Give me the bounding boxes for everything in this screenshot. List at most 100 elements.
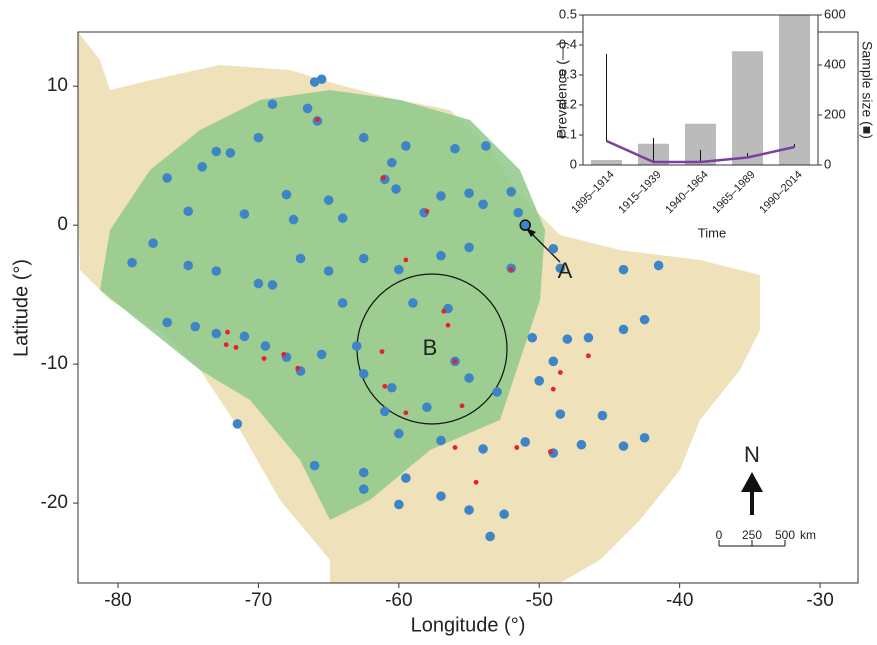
- positive-site: [403, 258, 408, 263]
- site-point: [478, 444, 488, 454]
- positive-site: [224, 342, 229, 347]
- site-point: [598, 411, 608, 421]
- scale-label: 250: [742, 528, 762, 542]
- site-point: [254, 133, 264, 143]
- positive-site: [262, 356, 267, 361]
- y-tick-label: 0.5: [559, 6, 577, 21]
- site-point: [408, 298, 418, 308]
- site-point: [577, 440, 587, 450]
- positive-site: [509, 267, 514, 272]
- positive-site: [382, 384, 387, 389]
- y2-tick-label: 0: [824, 156, 831, 171]
- site-point: [162, 318, 172, 328]
- y2-tick-label: 200: [824, 106, 846, 121]
- site-point: [556, 409, 566, 419]
- site-point: [481, 141, 491, 151]
- site-point: [338, 298, 348, 308]
- site-point: [401, 141, 411, 151]
- site-point: [324, 266, 334, 276]
- scale-label: 500: [775, 528, 795, 542]
- annotation: N: [744, 442, 760, 467]
- site-point: [391, 184, 401, 194]
- site-point: [183, 261, 193, 271]
- positive-site: [551, 387, 556, 392]
- site-point: [394, 500, 404, 510]
- site-point: [226, 148, 236, 158]
- positive-site: [453, 359, 458, 364]
- positive-site: [381, 176, 386, 181]
- site-point: [317, 74, 327, 84]
- site-point: [513, 208, 523, 218]
- scale-label: 0: [716, 528, 723, 542]
- site-point: [619, 265, 629, 275]
- site-point: [212, 329, 222, 339]
- site-point: [422, 402, 432, 412]
- site-point: [148, 238, 158, 248]
- site-point: [394, 429, 404, 439]
- site-point: [197, 162, 207, 172]
- y-tick-label: 0: [570, 156, 577, 171]
- y2-tick-label: 400: [824, 56, 846, 71]
- site-point: [619, 441, 629, 451]
- positive-site: [315, 117, 320, 122]
- site-point: [464, 373, 474, 383]
- annotation: A: [558, 258, 573, 283]
- site-point: [387, 158, 397, 168]
- site-point: [640, 433, 650, 443]
- site-point: [240, 332, 250, 342]
- y-tick-label: -20: [41, 492, 68, 513]
- site-point: [492, 387, 502, 397]
- site-point: [549, 244, 559, 254]
- site-point: [268, 99, 278, 109]
- site-point: [233, 419, 243, 429]
- site-point: [450, 144, 460, 154]
- site-point: [162, 173, 172, 183]
- site-point: [534, 376, 544, 386]
- positive-site: [295, 366, 300, 371]
- site-point: [436, 436, 446, 446]
- site-point: [289, 215, 299, 225]
- site-point: [183, 206, 193, 216]
- site-point: [464, 505, 474, 515]
- site-point: [212, 266, 222, 276]
- site-point: [436, 191, 446, 201]
- positive-site: [446, 323, 451, 328]
- site-point: [359, 369, 369, 379]
- positive-site: [453, 445, 458, 450]
- positive-site: [425, 209, 430, 214]
- site-point: [506, 187, 516, 197]
- x-tick-label: -80: [104, 590, 131, 611]
- site-point: [317, 350, 327, 360]
- positive-site: [380, 349, 385, 354]
- positive-site: [441, 309, 446, 314]
- site-point: [380, 407, 390, 417]
- x-axis-label: Time: [698, 225, 726, 240]
- y-axis-label: Latitude (°): [10, 259, 32, 357]
- site-point: [478, 200, 488, 210]
- site-point: [520, 437, 530, 447]
- site-point: [240, 209, 250, 219]
- site-point: [640, 315, 650, 325]
- site-point: [527, 333, 537, 343]
- site-point: [261, 341, 271, 351]
- bar: [732, 51, 763, 165]
- bar: [779, 15, 810, 165]
- site-point: [359, 484, 369, 494]
- positive-site: [234, 345, 239, 350]
- site-point: [310, 461, 320, 471]
- site-point: [499, 509, 509, 519]
- x-tick-label: -70: [245, 590, 272, 611]
- site-point: [338, 213, 348, 223]
- x-tick-label: -40: [666, 590, 693, 611]
- site-point: [212, 147, 222, 157]
- positive-site: [548, 449, 553, 454]
- site-point: [464, 243, 474, 253]
- map-figure: -80-70-60-50-40-30-20-10010Longitude (°)…: [0, 0, 877, 640]
- site-point: [394, 265, 404, 275]
- y2-axis-label: Sample size (■): [859, 41, 875, 139]
- site-point: [190, 322, 200, 332]
- site-point: [268, 280, 278, 290]
- positive-site: [460, 403, 465, 408]
- site-point: [254, 279, 264, 289]
- site-point: [436, 491, 446, 501]
